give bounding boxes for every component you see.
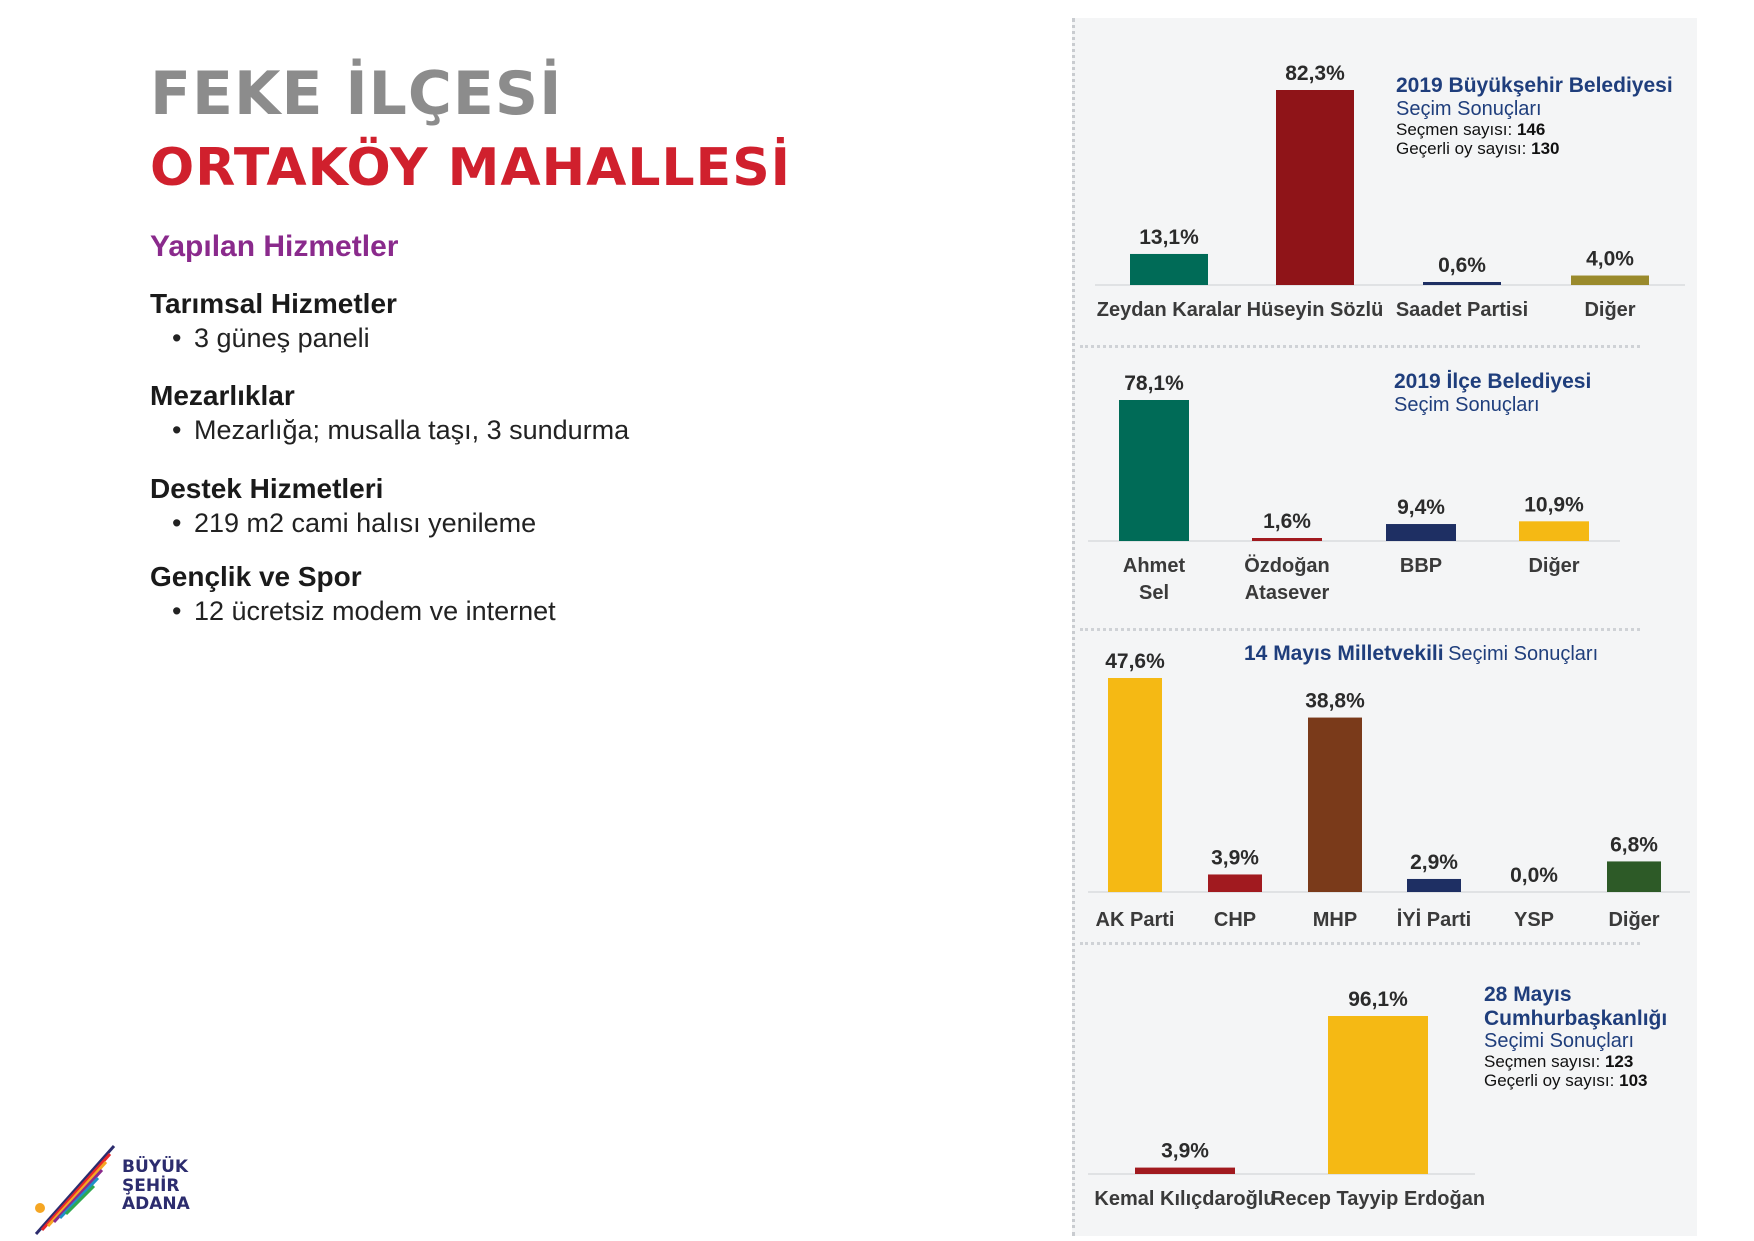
chart-meta: Seçmen sayısı: 146 — [1396, 119, 1546, 139]
chart-bar — [1119, 400, 1189, 541]
chart-bar — [1135, 1167, 1235, 1174]
chart-category-label: CHP — [1214, 909, 1256, 931]
chart-title-normal: Seçim Sonuçları — [1396, 97, 1542, 120]
chart-category-label: Atasever — [1245, 582, 1330, 604]
chart-value-label: 96,1% — [1348, 988, 1408, 1011]
services-heading: Yapılan Hizmetler — [150, 230, 399, 263]
chart-bar — [1108, 678, 1162, 892]
chart-value-label: 0,0% — [1510, 864, 1558, 887]
service-group: Mezarlıklar • Mezarlığa; musalla taşı, 3 … — [150, 380, 629, 449]
chart-category-label: Sel — [1139, 582, 1169, 604]
chart-bar — [1607, 861, 1661, 892]
service-item-text: 3 güneş paneli — [194, 323, 370, 354]
service-category: Destek Hizmetleri — [150, 473, 384, 504]
chart-category-label: YSP — [1514, 909, 1554, 931]
chart-title-presidential: 28 Mayıs Cumhurbaşkanlığı Seçimi Sonuçla… — [1484, 983, 1684, 1090]
chart-category-label: MHP — [1313, 909, 1357, 931]
chart-value-label: 78,1% — [1124, 372, 1184, 395]
service-item: • 219 m2 cami halısı yenileme — [172, 505, 536, 541]
page-title-district: FEKE İLÇESİ — [150, 59, 563, 129]
chart-category-label: Recep Tayyip Erdoğan — [1271, 1188, 1485, 1210]
chart-title-bold: 14 Mayıs Milletvekili — [1244, 642, 1444, 665]
chart-bar — [1519, 521, 1589, 541]
chart-value-label: 3,9% — [1161, 1140, 1209, 1163]
section-divider — [1080, 628, 1640, 631]
chart-value-label: 9,4% — [1397, 496, 1445, 519]
chart-category-label: Zeydan Karalar — [1097, 299, 1242, 321]
chart-category-label: AK Parti — [1096, 909, 1175, 931]
service-item: • 3 güneş paneli — [172, 320, 397, 356]
chart-category-label: Diğer — [1528, 555, 1579, 577]
chart-value-label: 13,1% — [1139, 226, 1199, 249]
buyuksehir-adana-logo — [34, 1145, 116, 1235]
chart-category-label: İYİ Parti — [1397, 908, 1471, 931]
service-item-text: 219 m2 cami halısı yenileme — [194, 508, 537, 539]
chart-value-label: 1,6% — [1263, 510, 1311, 533]
section-divider — [1080, 942, 1640, 945]
chart-title-district: 2019 İlçe Belediyesi Seçim Sonuçları — [1394, 370, 1591, 416]
service-item: • Mezarlığa; musalla taşı, 3 sundurma — [172, 412, 629, 448]
chart-category-label: Özdoğan — [1244, 554, 1330, 577]
chart-value-label: 2,9% — [1410, 851, 1458, 874]
chart-bar — [1386, 524, 1456, 541]
chart-value-label: 10,9% — [1524, 493, 1584, 516]
service-item-text: Mezarlığa; musalla taşı, 3 sundurma — [194, 415, 630, 446]
chart-category-label: Kemal Kılıçdaroğlu — [1094, 1188, 1275, 1210]
chart-value-label: 47,6% — [1105, 650, 1165, 673]
bullet-icon: • — [172, 415, 182, 446]
chart-category-label: Ahmet — [1123, 555, 1186, 577]
chart-bar — [1407, 878, 1461, 892]
chart-bar — [1423, 282, 1501, 285]
page-title-neighborhood: ORTAKÖY MAHALLESİ — [150, 138, 791, 198]
chart-title-bold: 2019 İlçe Belediyesi — [1394, 370, 1592, 393]
chart-meta: Geçerli oy sayısı: 130 — [1396, 138, 1560, 158]
bullet-icon: • — [172, 323, 182, 354]
service-group: Destek Hizmetleri • 219 m2 cami halısı ye… — [150, 473, 536, 542]
chart-meta: Geçerli oy sayısı: 103 — [1484, 1071, 1648, 1091]
logo-text: BÜYÜK ŞEHİR ADANA — [122, 1157, 190, 1215]
chart-value-label: 4,0% — [1586, 248, 1634, 271]
chart-title-normal: Seçimi Sonuçları — [1484, 1030, 1635, 1053]
bullet-icon: • — [172, 596, 182, 627]
service-category: Mezarlıklar — [150, 380, 295, 411]
chart-bar — [1252, 538, 1322, 541]
section-divider — [1080, 345, 1640, 348]
chart-bar — [1276, 90, 1354, 285]
chart-title-parliament: 14 Mayıs Milletvekili Seçimi Sonuçları — [1244, 642, 1598, 666]
chart-bar — [1308, 717, 1362, 892]
chart-category-label: BBP — [1400, 555, 1442, 577]
chart-bar — [1130, 253, 1208, 285]
chart-category-label: Hüseyin Sözlü — [1247, 299, 1384, 321]
chart-title-bold: 2019 Büyükşehir Belediyesi — [1396, 74, 1673, 97]
service-category: Tarımsal Hizmetler — [150, 288, 397, 319]
service-group: Tarımsal Hizmetler • 3 güneş paneli — [150, 288, 397, 357]
chart-title-metropolitan: 2019 Büyükşehir Belediyesi Seçim Sonuçla… — [1396, 74, 1673, 158]
chart-value-label: 6,8% — [1610, 833, 1658, 856]
chart-title-normal: Seçim Sonuçları — [1394, 393, 1540, 416]
service-group: Gençlik ve Spor • 12 ücretsiz modem ve in… — [150, 561, 556, 630]
chart-bar — [1328, 1016, 1428, 1174]
chart-value-label: 38,8% — [1305, 690, 1365, 713]
chart-meta: Seçmen sayısı: 123 — [1484, 1052, 1634, 1072]
service-category: Gençlik ve Spor — [150, 561, 362, 592]
chart-category-label: Diğer — [1584, 299, 1635, 321]
chart-bar — [1208, 874, 1262, 892]
service-item: • 12 ücretsiz modem ve internet — [172, 593, 556, 629]
chart-value-label: 0,6% — [1438, 254, 1486, 277]
chart-title-normal: Seçimi Sonuçları — [1448, 643, 1599, 665]
chart-category-label: Saadet Partisi — [1396, 299, 1528, 321]
chart-value-label: 82,3% — [1285, 62, 1345, 85]
chart-title-bold: 28 Mayıs Cumhurbaşkanlığı — [1484, 983, 1668, 1030]
chart-bar — [1571, 275, 1649, 285]
bullet-icon: • — [172, 508, 182, 539]
chart-category-label: Diğer — [1608, 909, 1659, 931]
service-item-text: 12 ücretsiz modem ve internet — [194, 596, 556, 627]
chart-value-label: 3,9% — [1211, 846, 1259, 869]
